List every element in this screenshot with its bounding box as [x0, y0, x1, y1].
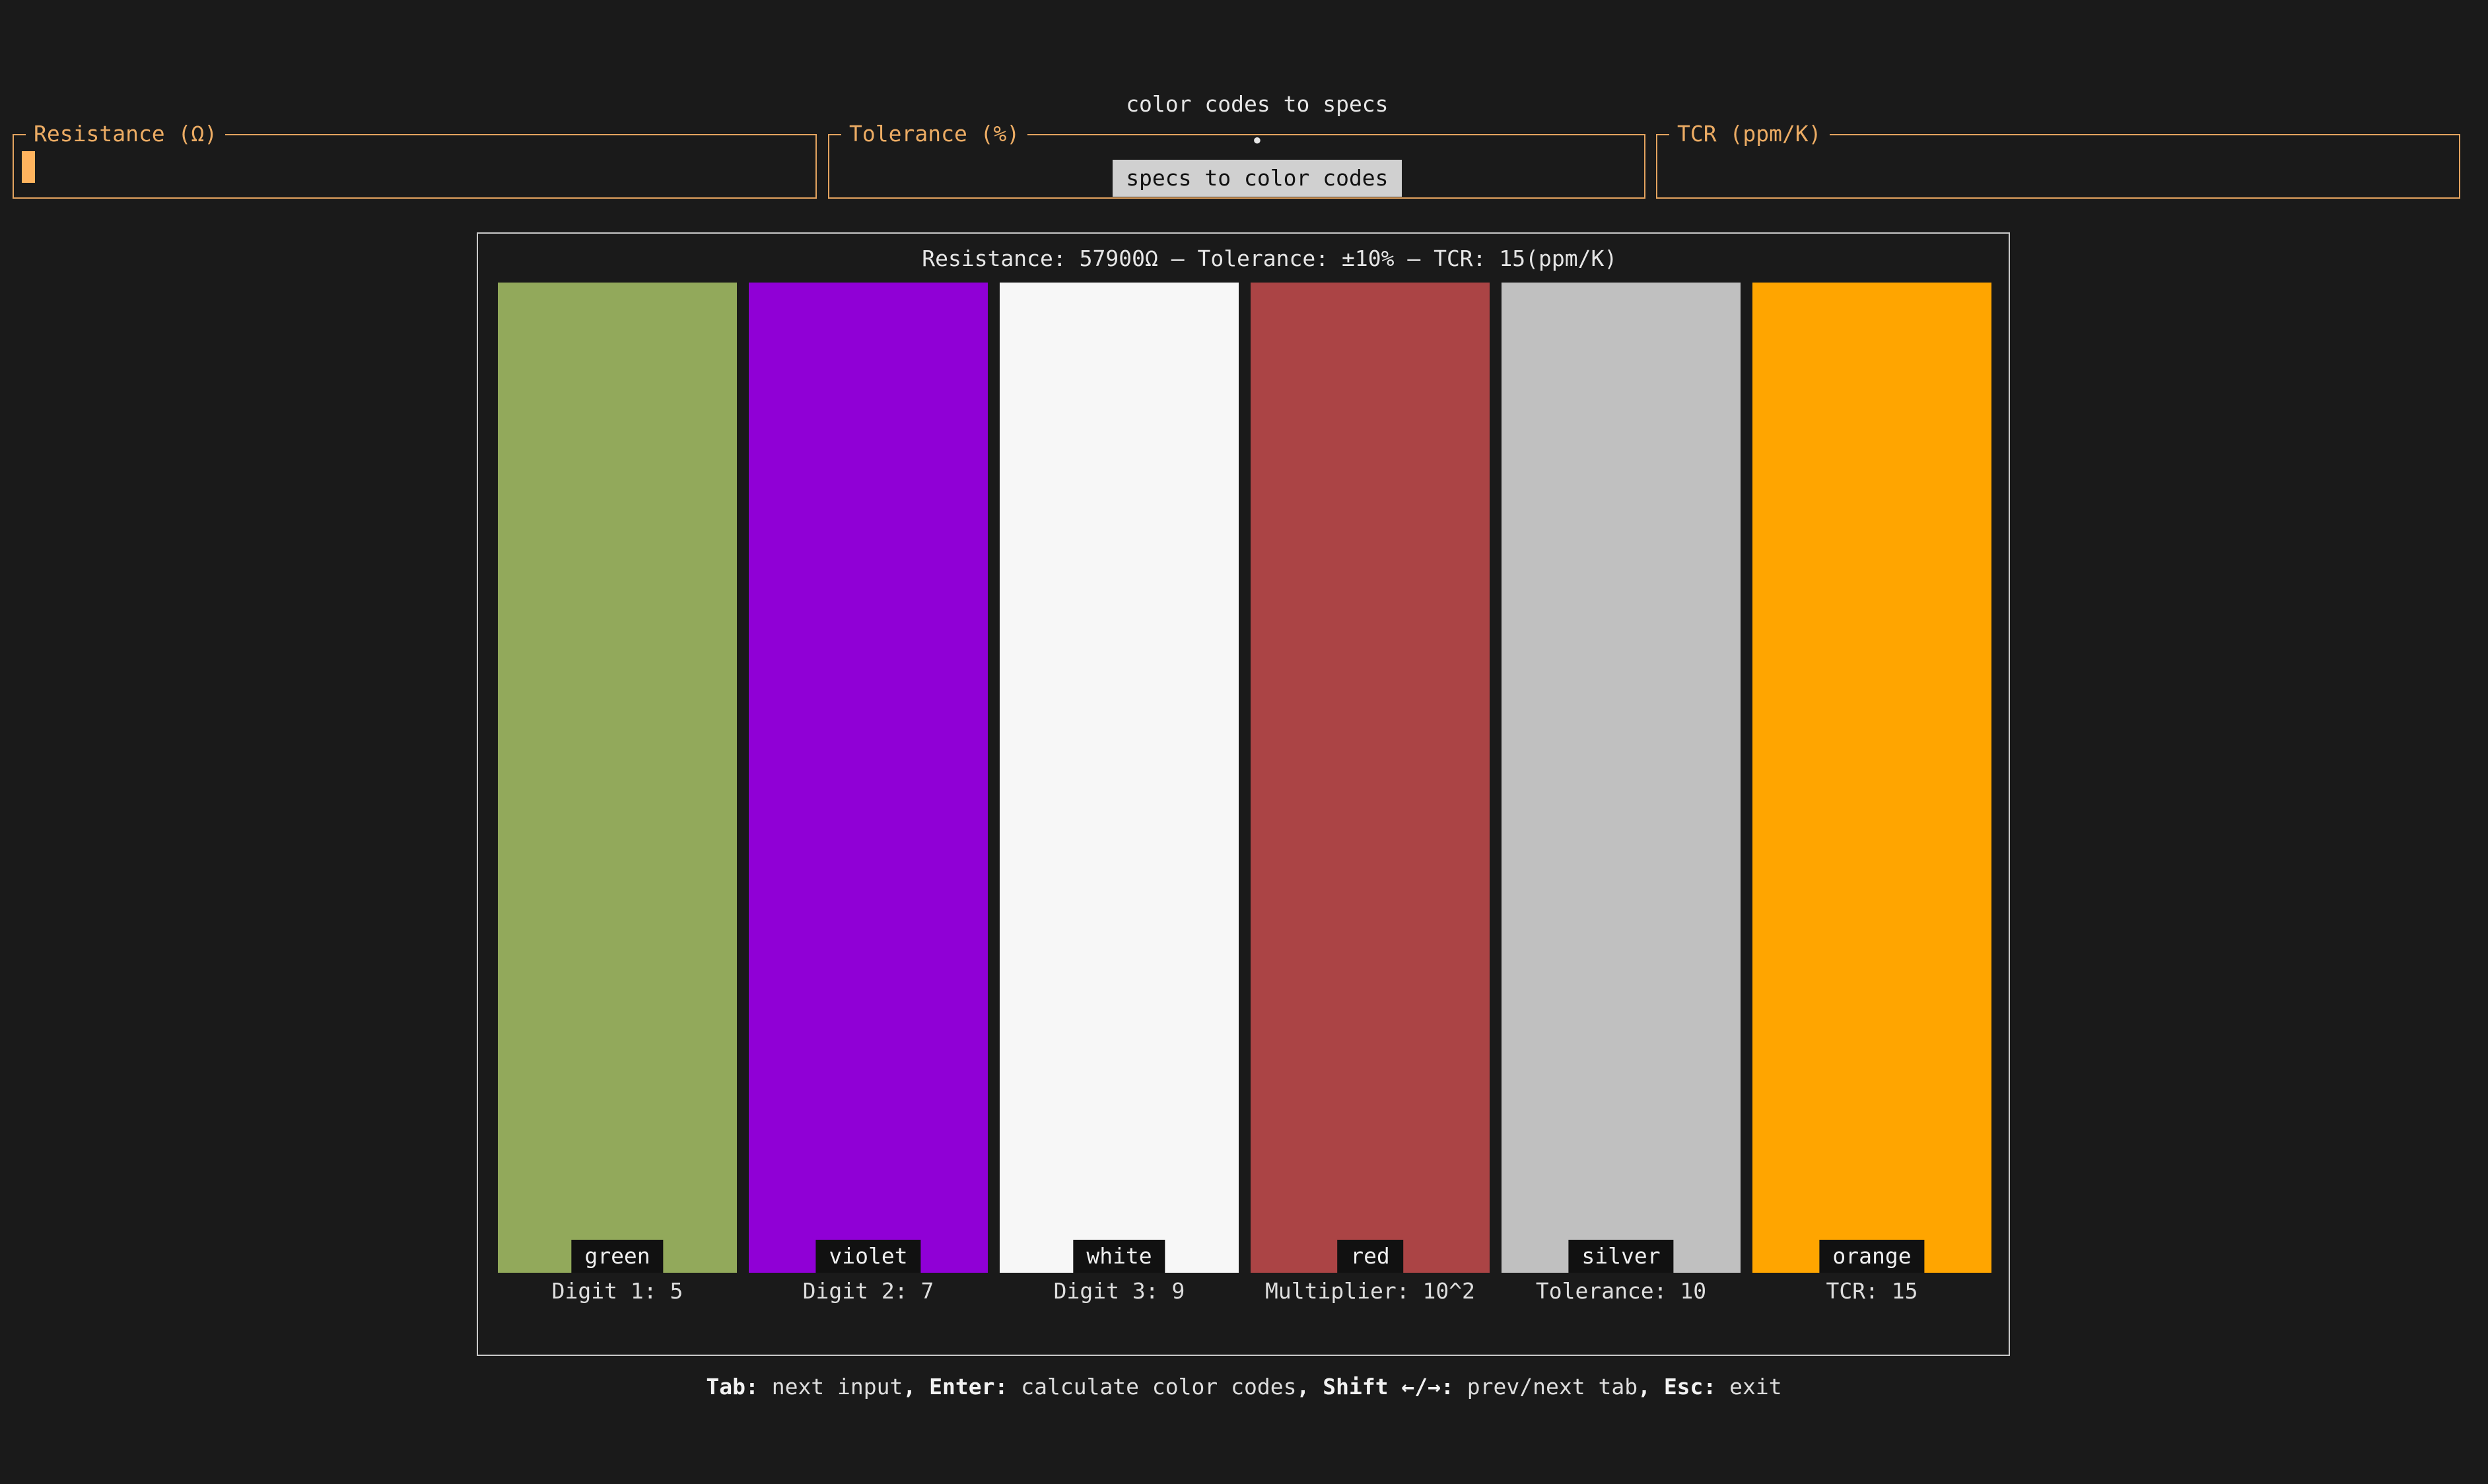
help-action-esc: exit — [1729, 1374, 1782, 1400]
band-4-color-name: red — [1337, 1240, 1403, 1273]
help-key-esc: Esc: — [1663, 1374, 1717, 1400]
band-1-label: Digit 1: 5 — [551, 1278, 683, 1304]
resistance-input-box[interactable]: Resistance (Ω) — [13, 121, 817, 199]
band-6-swatch: orange — [1752, 283, 1991, 1273]
tab-color-codes-to-specs[interactable]: color codes to specs — [1126, 91, 1389, 117]
band-3-label: Digit 3: 9 — [1053, 1278, 1185, 1304]
result-summary: Resistance: 57900Ω – Tolerance: ±10% – T… — [919, 246, 1620, 271]
tab-bar: color codes to specs • specs to color co… — [0, 49, 2488, 197]
band-1-swatch: green — [498, 283, 737, 1273]
band-5-color-name: silver — [1568, 1240, 1674, 1273]
band-6-color-name: orange — [1819, 1240, 1925, 1273]
help-key-tab: Tab: — [706, 1374, 759, 1400]
band-2-swatch: violet — [749, 283, 988, 1273]
band-5-label: Tolerance: 10 — [1535, 1278, 1707, 1304]
band-2-color-name: violet — [815, 1240, 921, 1273]
help-key-shift-arrows: Shift ←/→: — [1323, 1374, 1454, 1400]
band-5-swatch: silver — [1502, 283, 1741, 1273]
keyboard-help-bar: Tab: next input, Enter: calculate color … — [0, 1370, 2488, 1403]
help-action-enter: calculate color codes — [1021, 1374, 1297, 1400]
help-separator: , — [903, 1374, 916, 1400]
band-3-swatch: white — [1000, 283, 1239, 1273]
help-separator: , — [1296, 1374, 1310, 1400]
band-4-swatch: red — [1251, 283, 1490, 1273]
tolerance-input[interactable] — [836, 151, 1638, 184]
tcr-input-label: TCR (ppm/K) — [1669, 121, 1830, 147]
tcr-input[interactable] — [1664, 151, 2452, 184]
resistance-input[interactable] — [20, 151, 809, 184]
tolerance-input-box[interactable]: Tolerance (%) — [828, 121, 1645, 199]
help-action-tab: next input — [771, 1374, 903, 1400]
text-cursor — [22, 151, 35, 183]
tolerance-input-label: Tolerance (%) — [841, 121, 1028, 147]
band-3-color-name: white — [1073, 1240, 1165, 1273]
band-1-color-name: green — [571, 1240, 664, 1273]
color-code-result-panel: Resistance: 57900Ω – Tolerance: ±10% – T… — [477, 232, 2010, 1356]
band-6-label: TCR: 15 — [1826, 1278, 1918, 1304]
help-key-enter: Enter: — [929, 1374, 1008, 1400]
band-2-label: Digit 2: 7 — [802, 1278, 934, 1304]
tcr-input-box[interactable]: TCR (ppm/K) — [1656, 121, 2460, 199]
band-4-label: Multiplier: 10^2 — [1265, 1278, 1475, 1304]
help-separator: , — [1638, 1374, 1651, 1400]
help-action-shift-arrows: prev/next tab — [1467, 1374, 1638, 1400]
resistance-input-label: Resistance (Ω) — [26, 121, 226, 147]
